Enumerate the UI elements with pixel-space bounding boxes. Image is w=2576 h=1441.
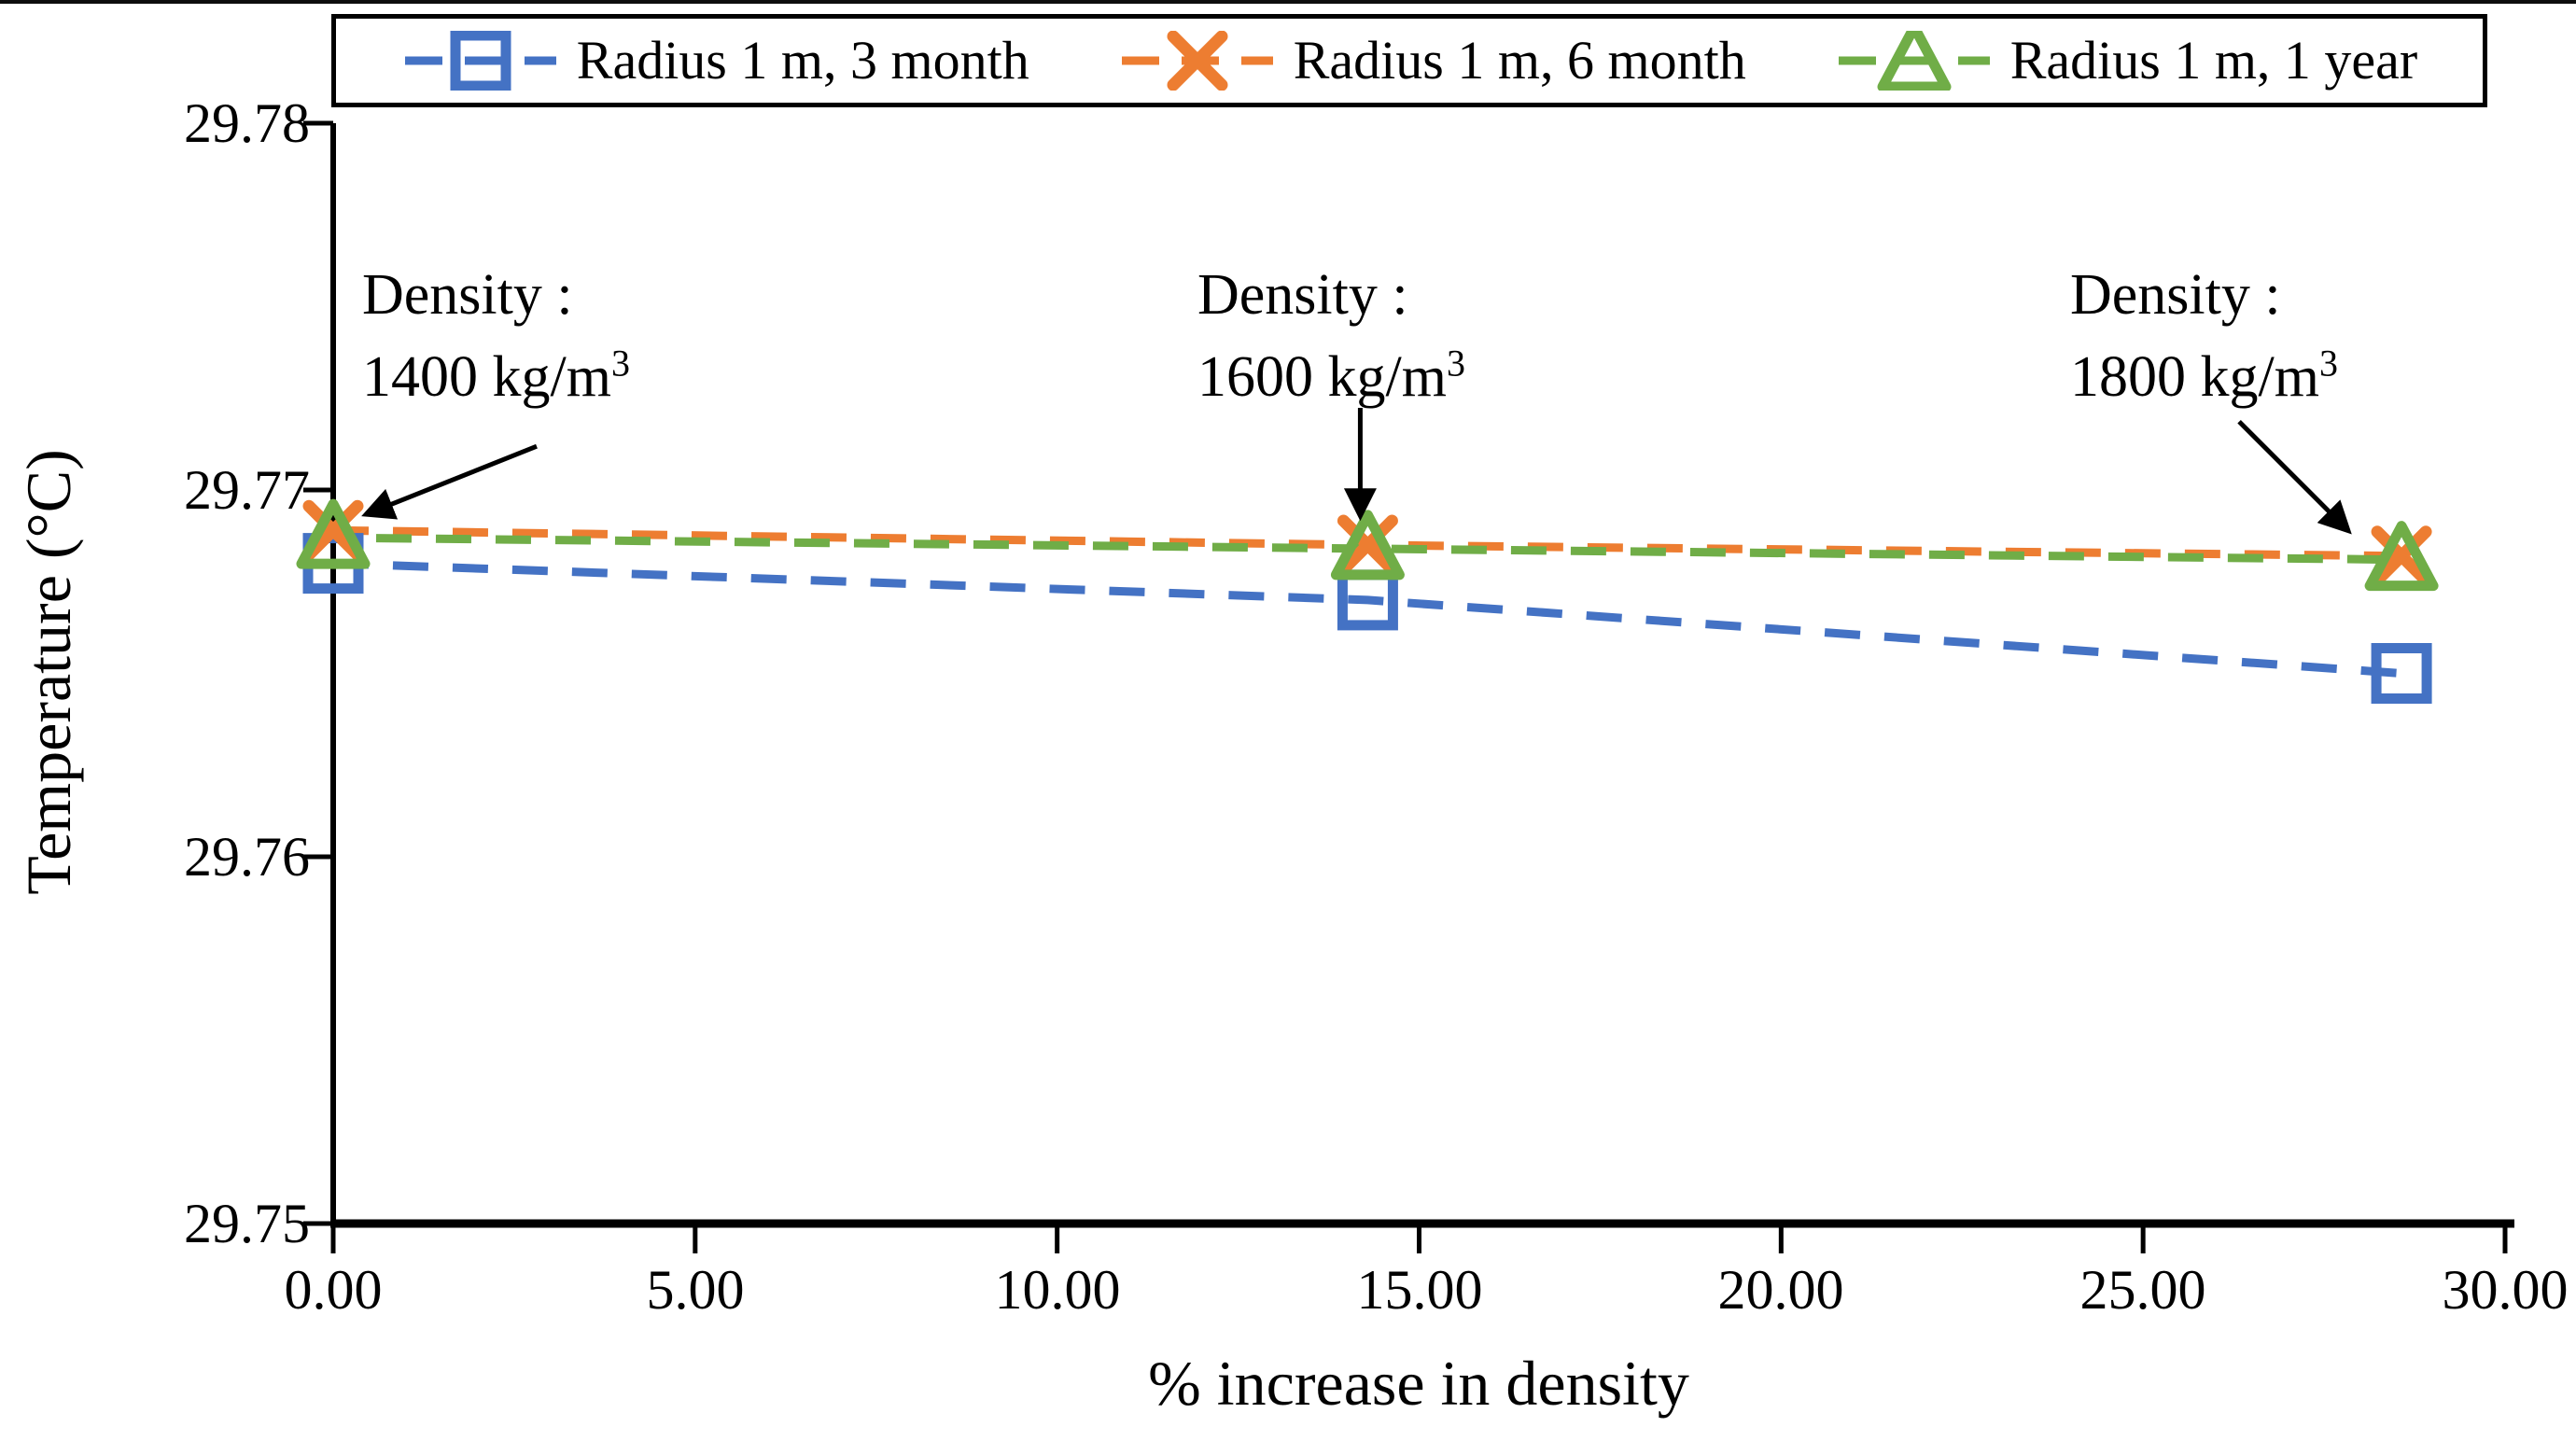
y-axis-title: Temperature (°C)	[13, 449, 84, 895]
annotation-density-1600: Density : 1600 kg/m3	[1197, 254, 1465, 418]
annotation-density-1400: Density : 1400 kg/m3	[362, 254, 630, 418]
annotation-superscript: 3	[2318, 342, 2338, 385]
legend-label: Radius 1 m, 1 year	[2009, 30, 2418, 91]
y-tick-label: 29.78	[184, 92, 310, 154]
x-tick-label: 25.00	[2079, 1259, 2206, 1321]
dashed-x-marker-icon	[1121, 31, 1273, 91]
annotation-superscript: 3	[610, 342, 630, 385]
x-tick-label: 5.00	[646, 1259, 745, 1321]
annotation-line1: Density :	[1197, 263, 1408, 327]
x-tick-label: 10.00	[994, 1259, 1121, 1321]
y-tick-label: 29.76	[184, 826, 310, 888]
y-tick-label: 29.75	[184, 1193, 310, 1254]
dashed-square-marker-icon	[404, 31, 556, 91]
legend-item-3-month: Radius 1 m, 3 month	[401, 31, 1029, 91]
annotation-line1: Density :	[362, 263, 573, 327]
dashed-triangle-marker-icon	[1838, 31, 1990, 91]
x-tick-label: 0.00	[284, 1259, 383, 1321]
annotation-superscript: 3	[1446, 342, 1465, 385]
x-tick-label: 30.00	[2442, 1259, 2569, 1321]
legend: Radius 1 m, 3 month Radius 1 m, 6 month …	[331, 14, 2487, 107]
legend-label: Radius 1 m, 3 month	[576, 30, 1029, 91]
figure-top-border	[0, 0, 2576, 4]
annotation-density-1800: Density : 1800 kg/m3	[2070, 254, 2338, 418]
annotation-line2: 1800 kg/m	[2070, 345, 2319, 409]
x-tick-label: 20.00	[1717, 1259, 1844, 1321]
x-axis-title: % increase in density	[1148, 1348, 1689, 1419]
annotation-line2: 1400 kg/m	[362, 345, 611, 409]
annotation-line1: Density :	[2070, 263, 2281, 327]
legend-item-1-year: Radius 1 m, 1 year	[1835, 30, 2418, 91]
legend-label: Radius 1 m, 6 month	[1293, 30, 1746, 91]
y-tick-label: 29.77	[184, 459, 310, 521]
legend-item-6-month: Radius 1 m, 6 month	[1118, 31, 1746, 91]
annotation-line2: 1600 kg/m	[1197, 345, 1447, 409]
x-tick-label: 15.00	[1356, 1259, 1483, 1321]
